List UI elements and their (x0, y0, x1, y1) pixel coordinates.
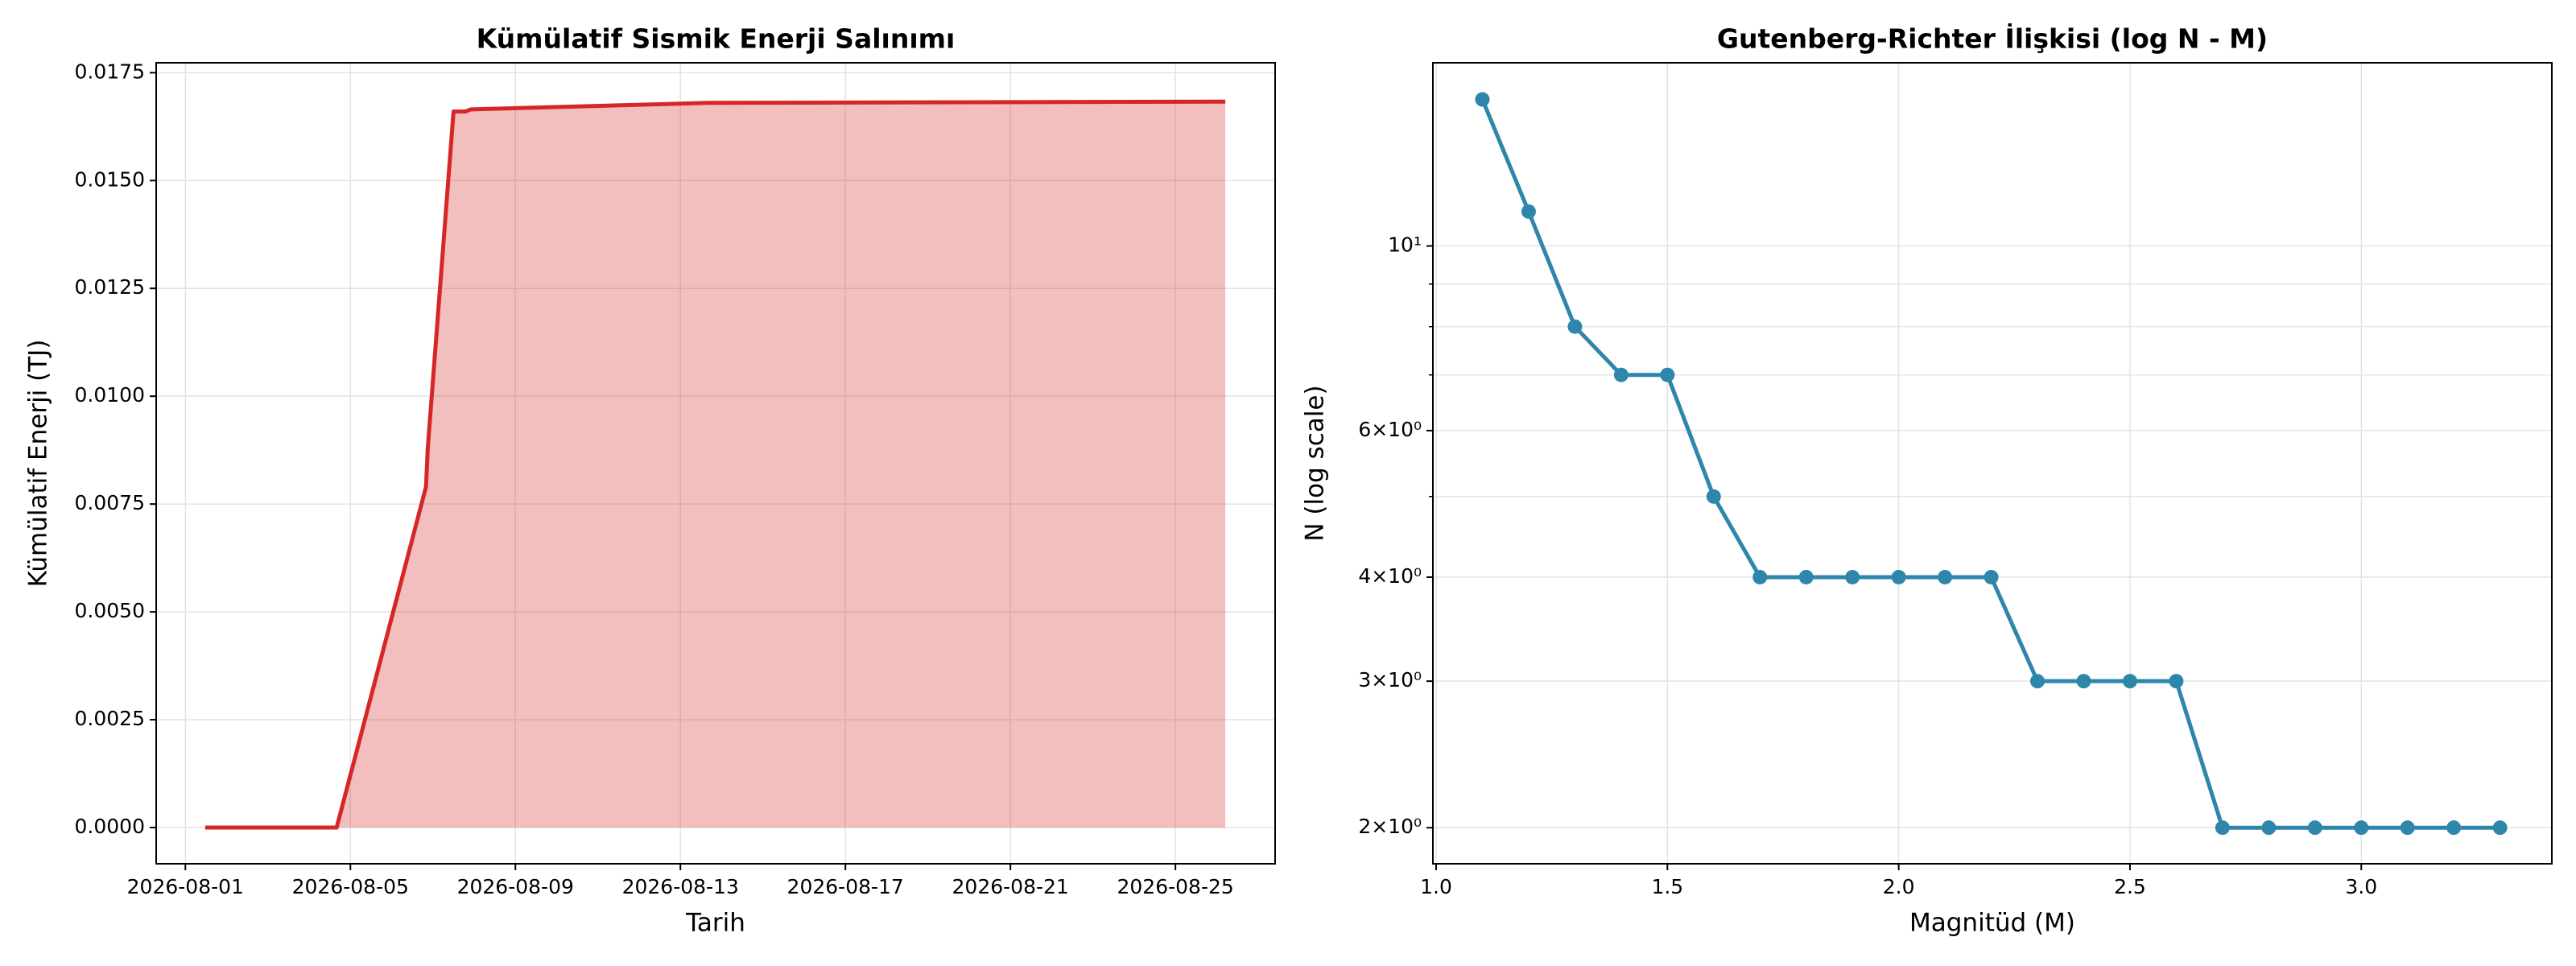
y-tick-label: 0.0175 (75, 60, 145, 83)
x-tick-label: 2026-08-01 (127, 875, 244, 898)
chart-title: Kümülatif Sismik Enerji Salınımı (477, 23, 956, 55)
marker (1752, 569, 1768, 584)
x-tick-label: 2026-08-25 (1117, 875, 1234, 898)
subplot: 10¹ 6×10⁰ 4×10⁰ 3×10⁰ 2×10⁰ 1.0 1.5 2.0 2.5 3.0 Gu… (1301, 23, 2553, 938)
chart-title: Gutenberg-Richter İlişkisi (log N - M) (1717, 23, 2268, 55)
line (204, 99, 1226, 830)
area (204, 101, 1226, 828)
marker (2122, 674, 2137, 689)
marker (1567, 319, 1583, 334)
marker (2446, 820, 2462, 836)
marker (2030, 674, 2046, 689)
marker (1521, 204, 1536, 219)
x-tick-label: 2.5 (2114, 875, 2146, 898)
marker (1938, 569, 1953, 584)
y-tick-label: 3×10⁰ (1358, 668, 1422, 691)
x-tick-label: 3.0 (2345, 875, 2377, 898)
x-tick-label: 2026-08-13 (622, 875, 739, 898)
marker (1613, 367, 1629, 382)
axes-frame (155, 62, 1276, 865)
y-tick-label: 10¹ (1388, 233, 1422, 257)
y-axis-label: N (log scale) (1301, 385, 1330, 541)
marker (1798, 569, 1814, 584)
marker (1984, 569, 1999, 584)
subplot: 0.0000 0.0025 0.0050 0.0075 0.0100 0.0125 0.01… (24, 23, 1276, 938)
y-tick-label: 0.0025 (75, 707, 145, 730)
y-tick-label: 0.0000 (75, 815, 145, 838)
y-tick-label: 2×10⁰ (1358, 815, 1422, 838)
marker (2076, 674, 2091, 689)
line (1480, 98, 2500, 830)
y-tick-label: 4×10⁰ (1358, 564, 1422, 588)
marker (1660, 367, 1675, 382)
x-tick-label: 1.0 (1420, 875, 1452, 898)
y-tick-label: 0.0075 (75, 491, 145, 514)
y-tick-label: 0.0150 (75, 167, 145, 191)
marker (2215, 820, 2230, 836)
y-tick-label: 6×10⁰ (1358, 418, 1422, 441)
x-tick-label: 2026-08-05 (292, 875, 409, 898)
marker (1475, 92, 1490, 107)
x-tick-label: 1.5 (1651, 875, 1683, 898)
marker (1706, 489, 1721, 504)
marker (2400, 820, 2415, 836)
marker (2492, 820, 2508, 836)
x-tick-label: 2026-08-17 (787, 875, 904, 898)
axes-frame (1432, 62, 2553, 865)
x-tick-label: 2.0 (1883, 875, 1915, 898)
x-tick-label: 2026-08-09 (457, 875, 574, 898)
marker (2169, 674, 2184, 689)
marker (2354, 820, 2369, 836)
marker (2261, 820, 2277, 836)
y-axis-label: Kümülatif Enerji (TJ) (24, 340, 53, 588)
x-axis-label: Magnitüd (M) (1909, 909, 2075, 938)
x-tick-label: 2026-08-21 (952, 875, 1069, 898)
marker (1891, 569, 1906, 584)
y-tick-label: 0.0100 (75, 383, 145, 407)
y-tick-label: 0.0050 (75, 599, 145, 622)
marker (2307, 820, 2322, 836)
y-tick-label: 0.0125 (75, 275, 145, 299)
marker (1845, 569, 1860, 584)
x-axis-label: Tarih (685, 909, 745, 938)
